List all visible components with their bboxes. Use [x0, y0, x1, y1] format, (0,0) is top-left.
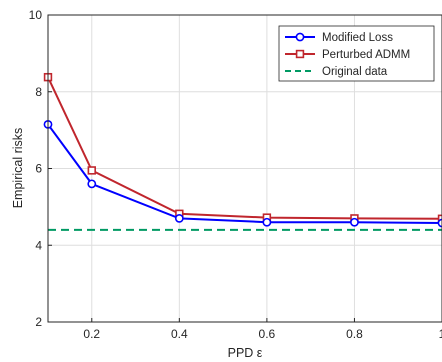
data-point-modified-loss	[262, 217, 272, 227]
legend-marker-perturbed-admm	[295, 49, 305, 59]
legend-marker-modified-loss	[295, 32, 305, 42]
legend-label-modified-loss: Modified Loss	[322, 32, 393, 44]
x-tick-label: 1	[439, 327, 442, 341]
y-tick-label: 8	[35, 85, 42, 99]
data-point-modified-loss	[437, 218, 442, 228]
legend-item-perturbed-admm: Perturbed ADMM	[285, 49, 410, 61]
legend: Modified Loss Perturbed ADMM Original da…	[278, 25, 435, 82]
x-tick-label: 0.8	[346, 327, 363, 341]
y-tick-label: 6	[35, 162, 42, 176]
legend-label-perturbed-admm: Perturbed ADMM	[322, 49, 410, 61]
data-point-modified-loss	[350, 217, 359, 227]
legend-item-original-data: Original data	[285, 66, 388, 78]
data-point-perturbed-admm	[87, 166, 96, 175]
y-tick-label: 10	[29, 8, 43, 22]
data-point-modified-loss	[87, 179, 97, 189]
y-tick-label: 4	[35, 238, 42, 252]
y-tick-label: 2	[35, 315, 42, 329]
data-point-perturbed-admm	[437, 214, 442, 223]
legend-label-original-data: Original data	[322, 66, 388, 78]
series-line-perturbed-admm	[47, 76, 442, 220]
axis-ticks: 0.2 0.4 0.6 0.8 1 2 4 6 8 10	[29, 8, 442, 341]
legend-item-modified-loss: Modified Loss	[285, 32, 393, 44]
series-line-modified-loss	[47, 123, 442, 224]
x-tick-label: 0.6	[259, 327, 276, 341]
x-tick-label: 0.2	[83, 327, 100, 341]
x-axis-label: PPD ε	[228, 346, 263, 360]
data-point-modified-loss	[174, 213, 184, 223]
y-axis-label: Empirical risks	[11, 128, 25, 209]
x-tick-label: 0.4	[171, 327, 188, 341]
